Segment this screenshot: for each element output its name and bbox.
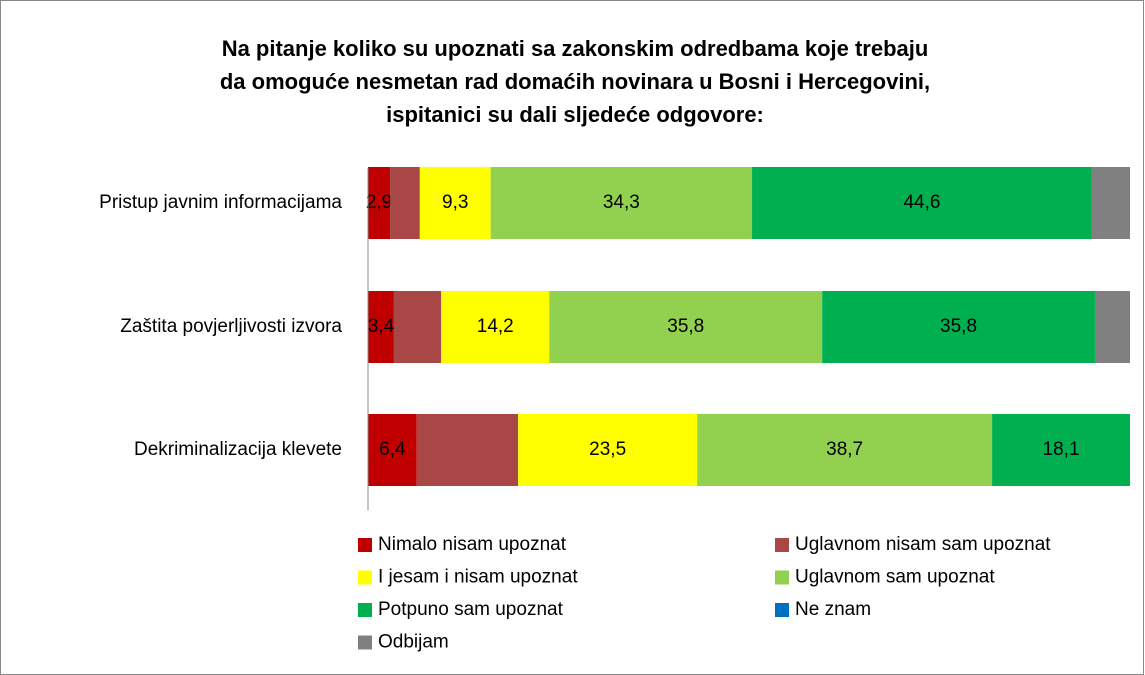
legend-swatch bbox=[775, 603, 789, 617]
chart-title: ispitanici su dali sljedeće odgovore: bbox=[386, 102, 764, 127]
legend-swatch bbox=[358, 570, 372, 585]
bar-segment bbox=[697, 414, 993, 486]
bar-segment bbox=[1094, 291, 1130, 363]
chart-title: da omoguće nesmetan rad domaćih novinara… bbox=[220, 69, 930, 94]
legend-label: I jesam i nisam upoznat bbox=[378, 567, 578, 588]
data-label: 6,4 bbox=[379, 439, 406, 460]
bar-segment bbox=[1091, 167, 1130, 239]
data-label: 38,7 bbox=[826, 439, 863, 460]
legend-swatch bbox=[358, 538, 372, 552]
legend-swatch bbox=[358, 635, 372, 650]
bar-segment bbox=[393, 291, 442, 363]
bar-segment bbox=[419, 167, 491, 239]
bar-segment bbox=[416, 414, 519, 486]
legend-label: Ne znam bbox=[795, 599, 871, 620]
bar-segment bbox=[549, 291, 823, 363]
bar-segment bbox=[368, 291, 394, 363]
data-label: 34,3 bbox=[603, 192, 640, 213]
y-tick-label: Dekriminalizacija klevete bbox=[134, 439, 342, 460]
data-label: 2,9 bbox=[366, 192, 392, 213]
data-label: 35,8 bbox=[940, 316, 977, 337]
data-label: 44,6 bbox=[903, 192, 940, 213]
legend-label: Uglavnom sam upoznat bbox=[795, 567, 995, 588]
legend-label: Odbijam bbox=[378, 632, 449, 653]
legend-label: Uglavnom nisam sam upoznat bbox=[795, 534, 1051, 555]
bar-segment bbox=[368, 414, 417, 486]
bar-segment bbox=[752, 167, 1092, 239]
data-label: 18,1 bbox=[1043, 439, 1080, 460]
bar-segment bbox=[390, 167, 420, 239]
legend-swatch bbox=[358, 603, 372, 617]
data-label: 35,8 bbox=[667, 316, 704, 337]
bar-segment bbox=[441, 291, 550, 363]
y-tick-label: Zaštita povjerljivosti izvora bbox=[120, 316, 342, 337]
chart-title: Na pitanje koliko su upoznati sa zakonsk… bbox=[222, 36, 929, 61]
bar-segment bbox=[368, 167, 391, 239]
data-label: 3,4 bbox=[368, 316, 395, 337]
bar-segment bbox=[490, 167, 753, 239]
legend-label: Potpuno sam upoznat bbox=[378, 599, 564, 620]
bar-segment bbox=[518, 414, 698, 486]
bar-segment bbox=[992, 414, 1130, 486]
legend-swatch bbox=[775, 570, 789, 585]
y-tick-label: Pristup javnim informacijama bbox=[99, 192, 342, 213]
data-label: 23,5 bbox=[589, 439, 626, 460]
data-label: 14,2 bbox=[477, 316, 514, 337]
legend-label: Nimalo nisam upoznat bbox=[378, 534, 567, 555]
legend-swatch bbox=[775, 538, 789, 552]
data-label: 9,3 bbox=[442, 192, 468, 213]
bar-segment bbox=[822, 291, 1095, 363]
